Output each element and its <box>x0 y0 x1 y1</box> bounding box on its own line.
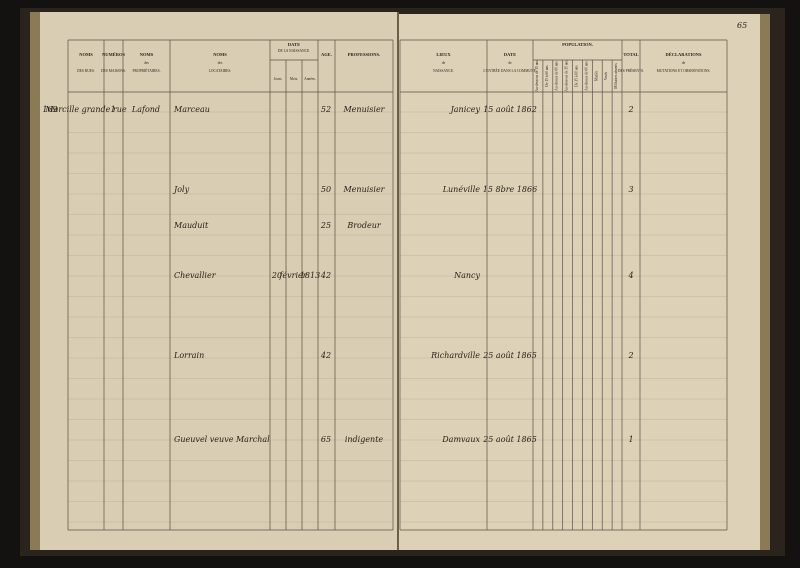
column-part: Années. <box>304 77 316 81</box>
column-sub: LOCATAIRES. <box>209 69 232 73</box>
column-title: NOMS <box>213 52 227 57</box>
entry-locataire: Marceau <box>173 105 210 114</box>
entry-locataire: Chevallier <box>174 271 217 280</box>
entry-age: 52 <box>321 105 331 114</box>
column-sub: L'ENTRÉE DANS LA COMMUNE. <box>483 68 536 73</box>
entry-annee: 1813 <box>300 271 320 280</box>
entry-age: 50 <box>321 185 331 194</box>
right-edge <box>760 14 770 550</box>
column-sub: PROPRIÉTAIRES. <box>133 68 161 73</box>
entry-locataire: Gueuvel veuve Marchal <box>174 435 270 444</box>
column-sub: NAISSANCE. <box>433 69 454 73</box>
column-title: DATE <box>288 42 300 47</box>
column-title: PROFESSIONS. <box>348 52 380 57</box>
column-sub: DES RUES. <box>77 69 95 73</box>
column-mid: de <box>442 61 446 65</box>
entry-profession: Menuisier <box>342 105 385 114</box>
entry-date: 15 août 1862 <box>483 105 537 114</box>
column-title: AGE. <box>321 52 332 57</box>
column-part: Au-dessous de 15 ans <box>565 60 569 92</box>
entry-rue: Marcille grande rue <box>44 105 126 114</box>
column-part: Mariés <box>594 70 598 81</box>
entry-maison: 1 <box>110 105 115 114</box>
entry-total: 3 <box>628 185 633 194</box>
entry-proprietaire: Lafond <box>131 105 160 114</box>
entry-date: 25 août 1865 <box>482 351 537 360</box>
entry-date: 15 8bre 1866 <box>483 185 537 194</box>
entry-locataire: Joly <box>172 185 190 194</box>
entry-profession: Brodeur <box>346 221 382 230</box>
column-sub: DE LA NAISSANCE. <box>278 49 310 53</box>
entry-total: 2 <box>627 105 633 114</box>
column-part: Veufs <box>604 71 608 80</box>
column-sub: DES PRÉSENTS. <box>618 68 644 73</box>
column-mid: de <box>508 61 512 65</box>
column-title: NOMS <box>140 52 154 57</box>
column-title: TOTAL <box>623 52 638 57</box>
entry-lieu: Nancy <box>453 271 480 280</box>
entry-date: 25 août 1865 <box>482 435 537 444</box>
entry-lieu: Damvaux <box>441 435 480 444</box>
entry-total: 2 <box>627 351 633 360</box>
column-title: POPULATION. <box>562 42 593 47</box>
entry-profession: Menuisier <box>342 185 385 194</box>
entry-age: 42 <box>320 351 331 360</box>
column-part: Au-dessus de 60 ans <box>555 61 559 91</box>
column-part: De 15 à 60 ans <box>575 65 579 87</box>
right-page <box>398 14 770 550</box>
entry-lieu: Janicey <box>449 105 481 114</box>
entry-numero: 169 <box>42 105 57 114</box>
entry-locataire: Lorrain <box>173 351 204 360</box>
left-page <box>30 12 398 550</box>
page-number: 65 <box>737 21 747 30</box>
entry-jour: 20 <box>271 271 282 280</box>
entry-age: 25 <box>320 221 331 230</box>
column-part: De 15 à 60 ans <box>545 65 549 87</box>
entry-total: 4 <box>627 271 633 280</box>
entry-locataire: Mauduit <box>173 221 209 230</box>
column-title: NOMS <box>79 52 93 57</box>
column-title: DÉCLARATIONS <box>666 52 702 57</box>
column-mid: des <box>218 61 223 65</box>
column-part: Jours. <box>274 77 283 81</box>
column-mid: de <box>682 61 686 65</box>
column-part: Au-dessus de 60 ans <box>584 61 588 91</box>
column-sub: MUTATIONS ET OBSERVATIONS. <box>657 69 711 73</box>
left-edge <box>30 12 40 550</box>
column-sub: DES MAISONS. <box>101 69 126 73</box>
column-title: DATE <box>504 52 516 57</box>
entry-mois: février <box>278 271 307 280</box>
entry-profession: indigente <box>345 435 384 444</box>
column-part: Mois. <box>290 77 298 81</box>
column-part: Au-dessous de 15 ans <box>535 60 539 92</box>
entry-lieu: Richardville <box>430 351 480 360</box>
entry-age: 65 <box>321 435 331 444</box>
entry-lieu: Lunéville <box>442 185 481 194</box>
column-mid: des <box>144 61 149 65</box>
column-title: LIEUX <box>436 52 451 57</box>
entry-total: 1 <box>628 435 633 444</box>
column-title: NUMÉROS <box>102 52 125 57</box>
column-part: Militaires absents <box>614 63 618 89</box>
entry-age: 42 <box>320 271 331 280</box>
